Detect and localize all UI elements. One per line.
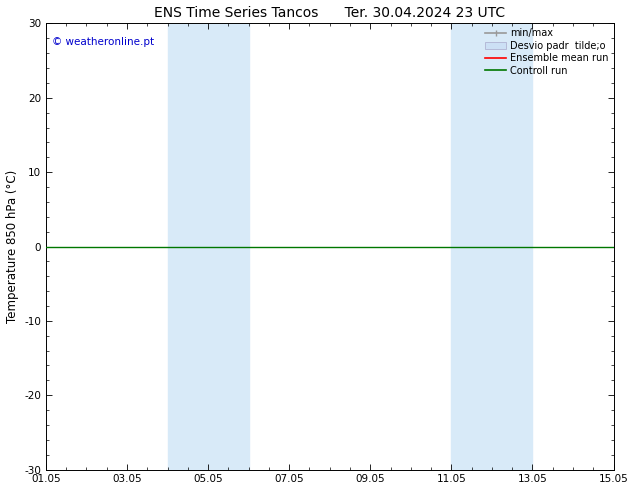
Bar xyxy=(451,24,533,469)
Text: © weatheronline.pt: © weatheronline.pt xyxy=(51,37,153,47)
Title: ENS Time Series Tancos      Ter. 30.04.2024 23 UTC: ENS Time Series Tancos Ter. 30.04.2024 2… xyxy=(154,5,505,20)
Y-axis label: Temperature 850 hPa (°C): Temperature 850 hPa (°C) xyxy=(6,170,18,323)
Bar xyxy=(167,24,249,469)
Legend: min/max, Desvio padr  tilde;o, Ensemble mean run, Controll run: min/max, Desvio padr tilde;o, Ensemble m… xyxy=(483,26,611,77)
